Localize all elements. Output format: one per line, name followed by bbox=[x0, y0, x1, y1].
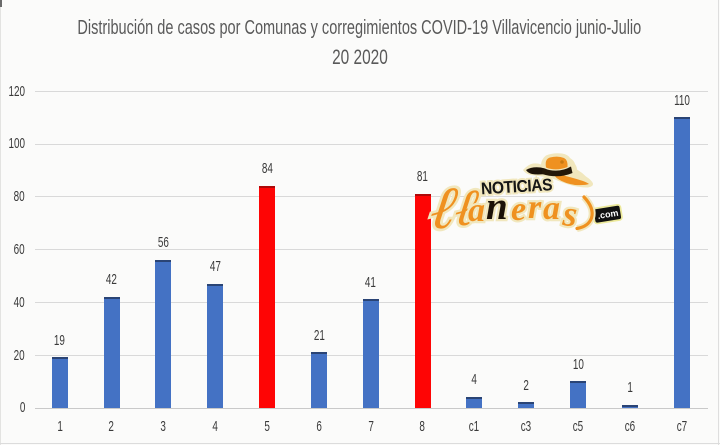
svg-text:a: a bbox=[543, 190, 560, 227]
svg-text:n: n bbox=[486, 185, 508, 228]
svg-text:s: s bbox=[560, 193, 579, 234]
svg-text:a: a bbox=[468, 192, 485, 229]
svg-text:e: e bbox=[511, 191, 526, 228]
svg-text:r: r bbox=[528, 189, 542, 226]
svg-text:.com: .com bbox=[597, 208, 619, 221]
